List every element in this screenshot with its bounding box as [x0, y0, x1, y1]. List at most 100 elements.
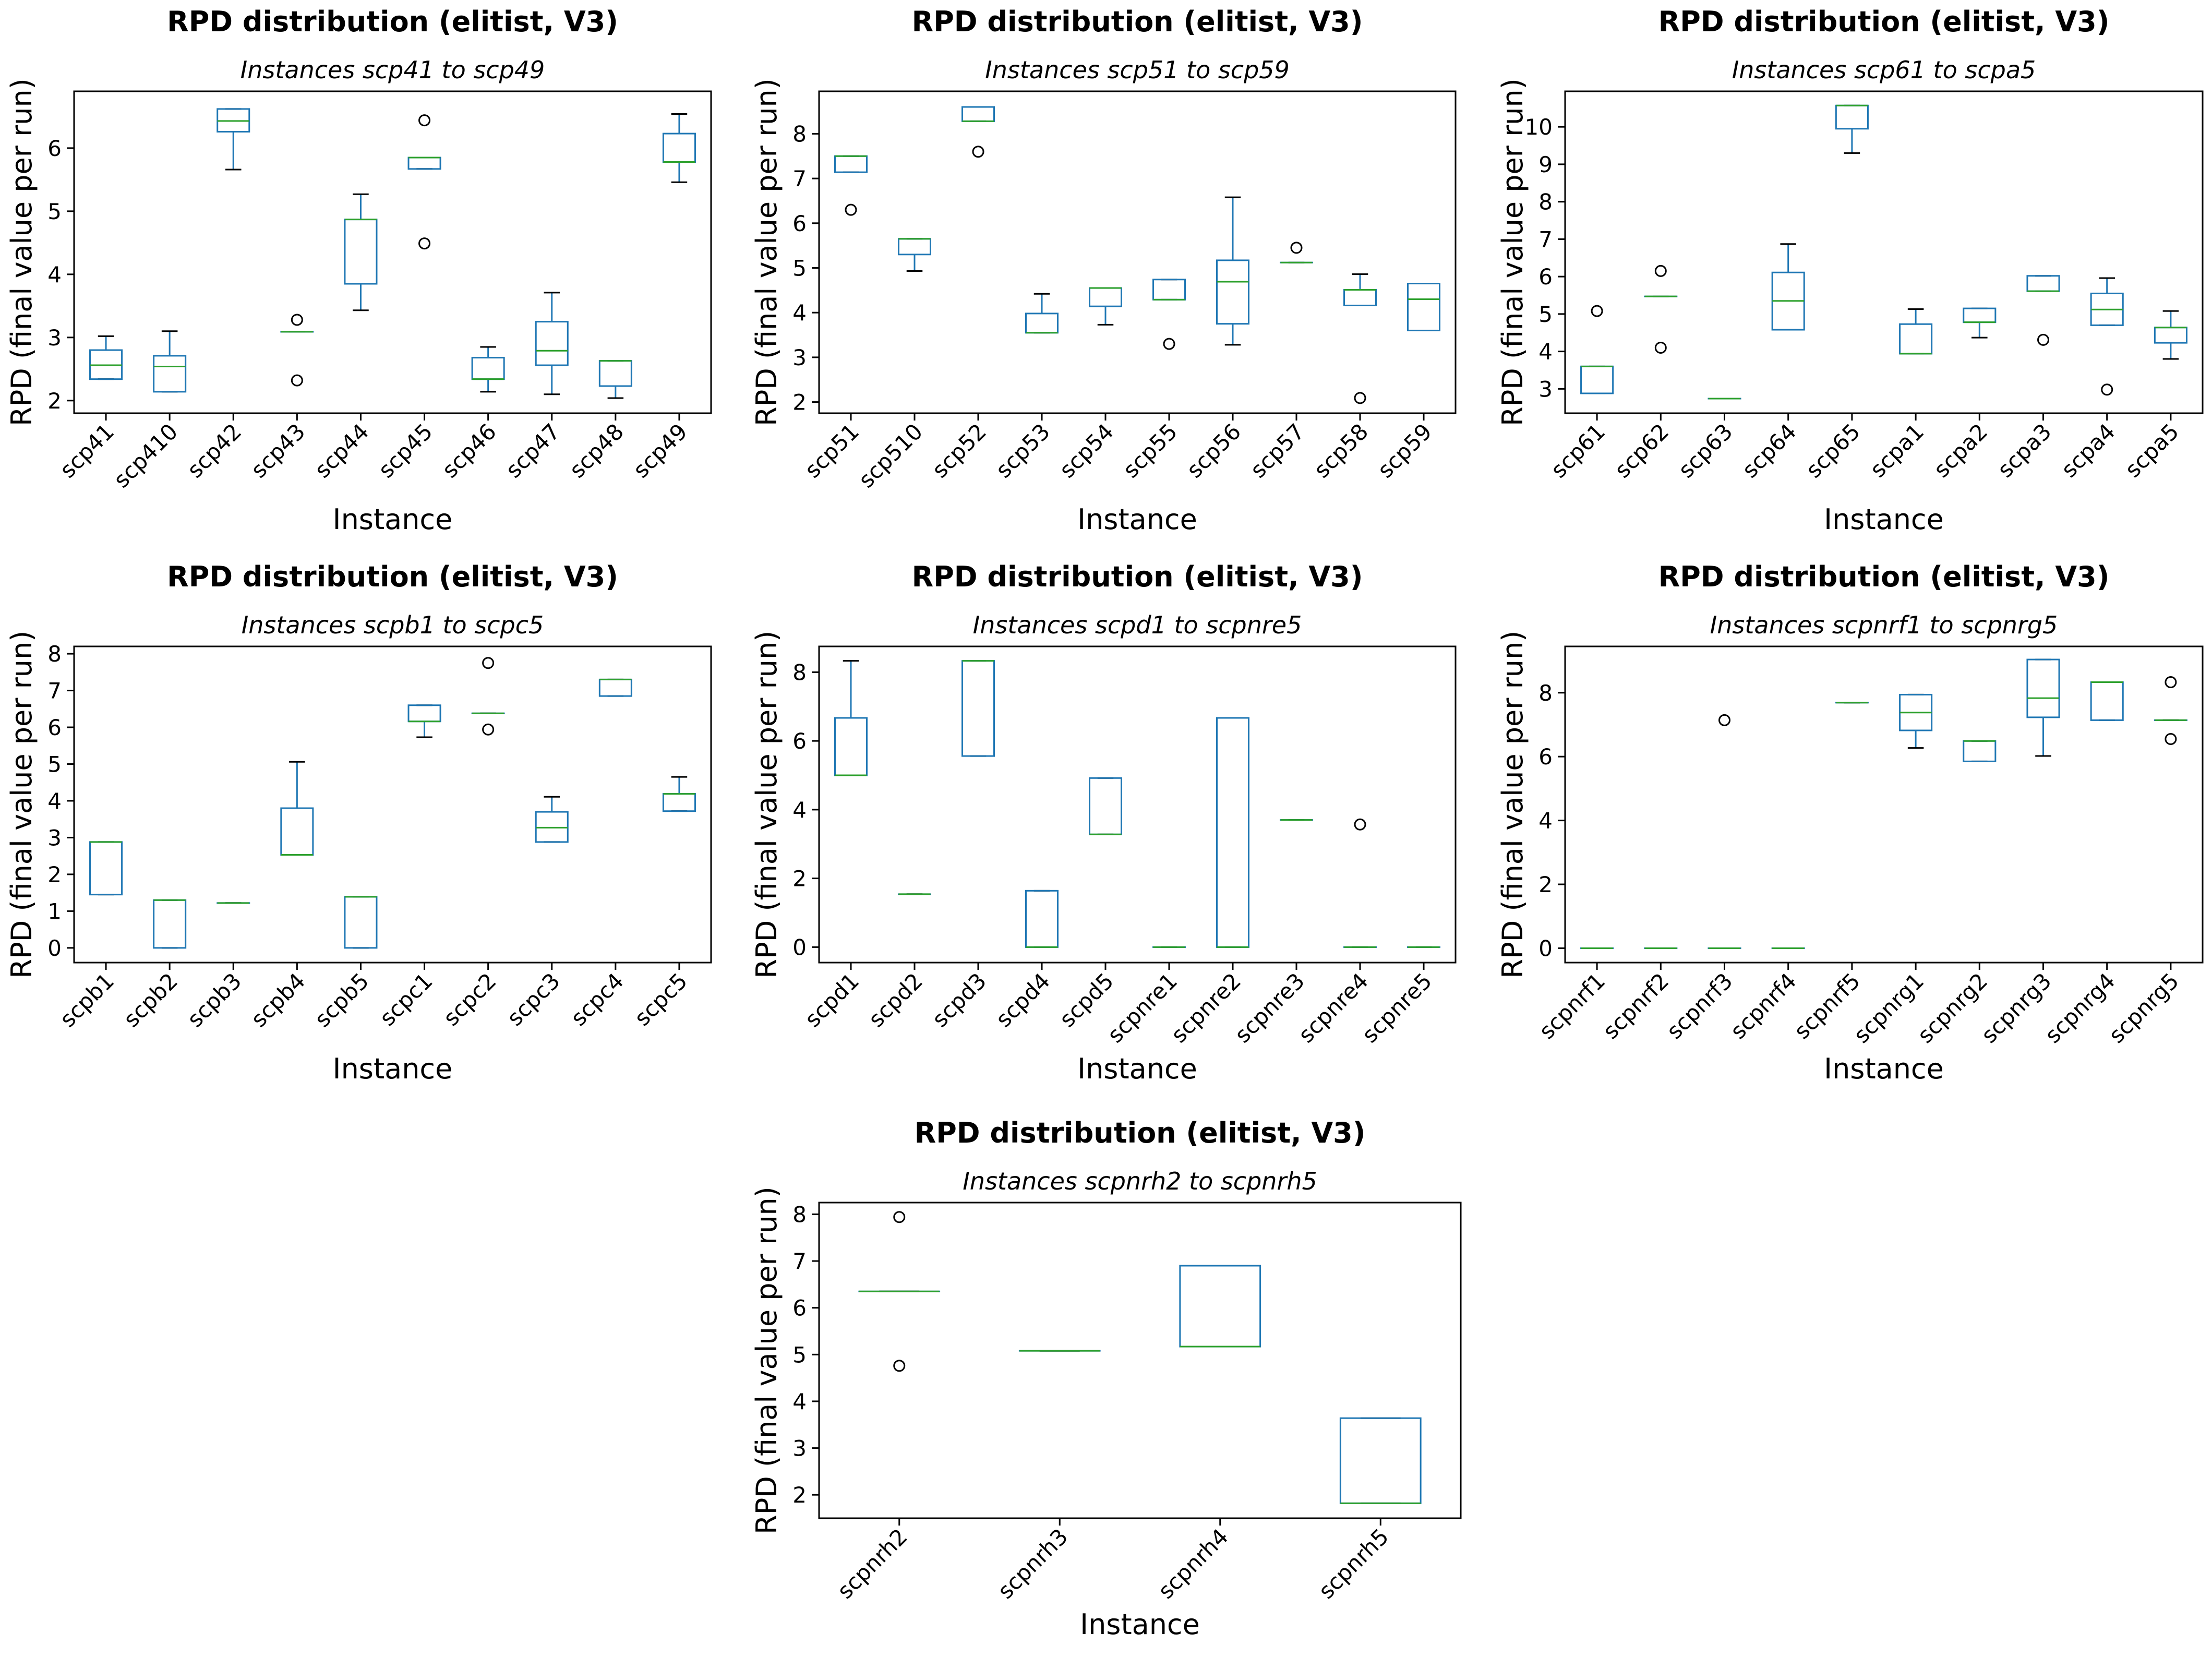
box-iqr — [344, 896, 378, 949]
x-tick-label: scp410 — [109, 418, 183, 493]
outlier-point — [2101, 383, 2113, 396]
box-iqr — [535, 321, 569, 366]
x-tick-label: scpc5 — [629, 968, 692, 1031]
box-iqr — [344, 219, 378, 285]
box-scpb4 — [280, 761, 314, 856]
chart-subtitle: Instances scp41 to scp49 — [241, 56, 545, 84]
x-tick-label: scpnrf3 — [1662, 968, 1738, 1044]
x-axis-label: Instance — [1077, 503, 1197, 536]
y-tick-label: 6 — [792, 1295, 807, 1321]
box-scp62 — [1644, 265, 1678, 354]
x-axis-label: Instance — [1077, 1052, 1197, 1085]
x-tick-label: scp56 — [1182, 418, 1246, 483]
box-iqr — [834, 717, 868, 776]
y-tick-label: 1 — [47, 898, 62, 924]
axes-frame — [818, 645, 1457, 964]
y-tick-label: 4 — [47, 262, 62, 287]
outlier-point — [1654, 265, 1667, 277]
chart-title: RPD distribution (elitist, V3) — [1658, 5, 2110, 38]
x-tick-label: scp44 — [309, 418, 374, 483]
box-scp65 — [1835, 104, 1869, 154]
box-scp56 — [1216, 196, 1249, 346]
chart-subtitle: Instances scpd1 to scpnre5 — [973, 611, 1302, 639]
box-iqr — [1899, 323, 1933, 355]
box-scpa4 — [2090, 277, 2124, 396]
outlier-point — [893, 1360, 906, 1372]
outlier-point — [418, 114, 431, 127]
x-tick-label: scpb3 — [182, 968, 246, 1032]
x-axis-label: Instance — [333, 1052, 453, 1085]
x-tick-label: scpb2 — [118, 968, 183, 1032]
x-tick-label: scpnrh5 — [1314, 1523, 1394, 1604]
box-iqr — [407, 157, 441, 170]
chart-panel-5: RPD distribution (elitist, V3) Instances … — [750, 560, 1457, 1085]
box-scp45 — [407, 114, 441, 250]
y-tick-label: 7 — [47, 678, 62, 704]
y-tick-label: 2 — [792, 866, 807, 892]
box-scpnrf3 — [1708, 714, 1741, 949]
box-scp42 — [217, 108, 250, 171]
y-tick-label: 5 — [1538, 302, 1553, 327]
x-tick-label: scp59 — [1373, 418, 1437, 483]
chart-panel-1: RPD distribution (elitist, V3) Instances … — [5, 5, 712, 536]
box-scp59 — [1407, 282, 1440, 331]
box-scp52 — [961, 106, 995, 158]
y-tick-label: 3 — [792, 1436, 807, 1461]
chart-subtitle: Instances scpnrh2 to scpnrh5 — [963, 1167, 1317, 1195]
axes-frame — [818, 1202, 1462, 1519]
box-scp64 — [1771, 243, 1805, 331]
y-tick-label: 7 — [1538, 226, 1553, 252]
x-tick-label: scpb4 — [246, 968, 310, 1032]
y-tick-label: 4 — [47, 788, 62, 814]
x-axis-label: Instance — [333, 503, 453, 536]
box-iqr — [2026, 275, 2060, 292]
box-scpa2 — [1963, 307, 1997, 339]
x-tick-label: scpnrg4 — [2040, 968, 2120, 1048]
box-iqr — [1963, 307, 1997, 323]
box-scp51 — [834, 155, 868, 216]
outlier-point — [1354, 818, 1366, 831]
outlier-point — [1718, 714, 1730, 726]
box-scp46 — [471, 346, 505, 393]
outlier-point — [1354, 392, 1366, 404]
x-tick-label: scpnre5 — [1357, 968, 1437, 1048]
axes-frame — [818, 90, 1457, 414]
box-iqr — [598, 678, 632, 697]
x-tick-label: scpnrf4 — [1725, 968, 1801, 1044]
y-tick-label: 2 — [47, 862, 62, 887]
box-scpd5 — [1089, 777, 1122, 835]
box-scpnrg4 — [2090, 681, 2124, 721]
outlier-point — [418, 237, 431, 250]
y-tick-label: 3 — [1538, 376, 1553, 402]
y-axis-label: RPD (final value per run) — [750, 631, 783, 979]
y-tick-label: 2 — [1538, 872, 1553, 897]
x-tick-label: scp54 — [1054, 418, 1119, 483]
box-iqr — [2090, 681, 2124, 721]
x-tick-label: scpnre1 — [1102, 968, 1182, 1048]
outlier-point — [1654, 341, 1667, 354]
y-tick-label: 2 — [47, 388, 62, 414]
box-iqr — [834, 155, 868, 173]
outlier-point — [482, 657, 495, 669]
y-tick-label: 8 — [1538, 680, 1553, 706]
x-tick-label: scpa3 — [1992, 418, 2056, 482]
box-scpc2 — [471, 657, 505, 736]
y-tick-label: 6 — [1538, 264, 1553, 290]
y-tick-label: 2 — [792, 1482, 807, 1508]
y-tick-label: 4 — [792, 300, 807, 326]
outlier-point — [1591, 305, 1603, 317]
axes-frame — [1564, 90, 2204, 414]
box-scpnrg1 — [1899, 693, 1933, 749]
box-iqr — [2026, 658, 2060, 718]
box-scpc4 — [598, 678, 632, 697]
box-iqr — [961, 106, 995, 122]
box-iqr — [1089, 287, 1122, 307]
y-tick-label: 5 — [792, 1342, 807, 1367]
chart-subtitle: Instances scp51 to scp59 — [985, 56, 1290, 84]
chart-title: RPD distribution (elitist, V3) — [915, 1116, 1366, 1149]
x-tick-label: scp510 — [853, 418, 928, 493]
box-iqr — [153, 355, 187, 393]
box-scpc3 — [535, 796, 569, 843]
box-scpa5 — [2154, 310, 2187, 360]
x-axis-label: Instance — [1824, 1052, 1944, 1085]
